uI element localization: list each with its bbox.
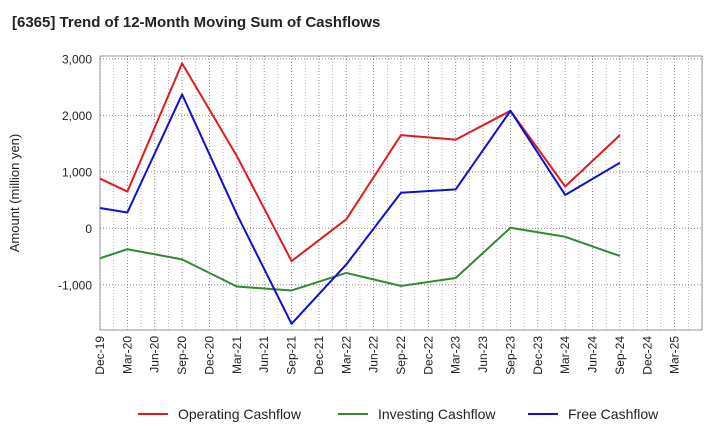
y-tick-label: 3,000: [62, 52, 92, 66]
x-tick-label: Sep-20: [175, 336, 189, 375]
x-tick-label: Sep-22: [394, 336, 408, 375]
x-tick-label: Dec-20: [202, 336, 216, 375]
legend-label: Operating Cashflow: [178, 406, 302, 422]
x-tick-label: Mar-22: [339, 336, 353, 374]
y-tick-label: 2,000: [62, 109, 92, 123]
series-line-3: [99, 93, 621, 325]
x-tick-label: Jun-23: [476, 336, 490, 373]
x-tick-label: Sep-23: [503, 336, 517, 375]
x-tick-label: Dec-24: [640, 336, 654, 375]
x-tick-label: Mar-25: [668, 336, 682, 374]
x-tick-label: Mar-23: [449, 336, 463, 374]
x-tick-label: Jun-20: [148, 336, 162, 373]
series-line-2: [99, 226, 621, 292]
x-tick-label: Jun-24: [586, 336, 600, 373]
x-tick-label: Mar-20: [120, 336, 134, 374]
x-tick-label: Jun-22: [367, 336, 381, 373]
y-tick-label: -1,000: [58, 278, 92, 292]
x-tick-label: Sep-21: [285, 336, 299, 375]
legend-label: Investing Cashflow: [378, 406, 496, 422]
y-tick-label: 1,000: [62, 165, 92, 179]
x-tick-label: Dec-23: [531, 336, 545, 375]
x-tick-label: Dec-21: [312, 336, 326, 375]
series-layer: [99, 62, 621, 325]
x-tick-label: Dec-19: [93, 336, 107, 375]
legend-layer: Operating Cashflow Investing Cashflow Free…: [138, 406, 659, 422]
x-tick-label: Mar-24: [558, 336, 572, 374]
x-tick-label: Mar-21: [230, 336, 244, 374]
y-tick-label: 0: [85, 222, 92, 236]
axis-layer: -1,000 0 1,000 2,000 3,000 Dec-19 Mar-20 Jun-20…: [7, 52, 682, 374]
x-tick-label: Jun-21: [257, 336, 271, 373]
x-tick-label: Dec-22: [421, 336, 435, 375]
chart-title: [6365] Trend of 12-Month Moving Sum of C…: [12, 14, 381, 31]
legend-label: Free Cashflow: [568, 406, 659, 422]
series-line-1: [99, 62, 621, 263]
y-axis-label: Amount (million yen): [7, 134, 22, 253]
x-tick-label: Sep-24: [613, 336, 627, 375]
